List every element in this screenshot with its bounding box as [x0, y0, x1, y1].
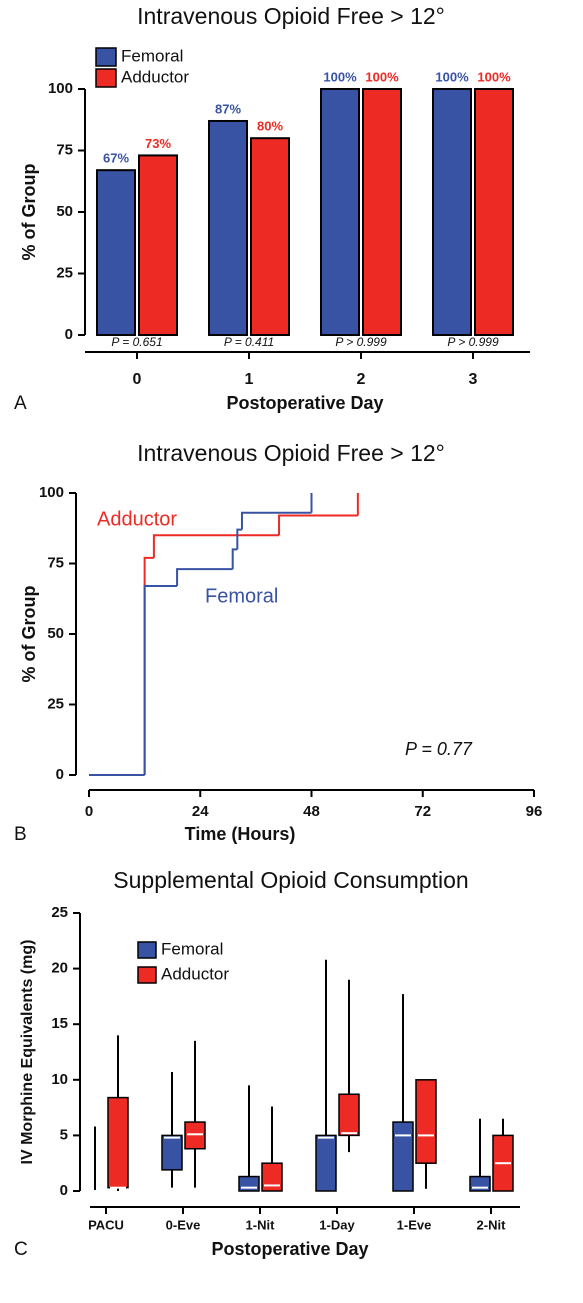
x-tick-label: 2-Nit	[477, 1217, 507, 1232]
x-axis-label: Time (Hours)	[185, 824, 296, 844]
y-tick-label: 5	[60, 1126, 68, 1143]
p-value: P > 0.999	[447, 335, 499, 349]
x-tick-label: 0	[85, 803, 93, 820]
p-value: P > 0.999	[335, 335, 387, 349]
value-label: 73%	[145, 136, 171, 151]
legend-label: Femoral	[121, 46, 183, 65]
legend-swatch	[95, 47, 117, 67]
y-tick-label: 25	[56, 264, 73, 281]
y-tick-label: 50	[56, 203, 73, 220]
bar	[474, 88, 514, 336]
x-tick-label: 1-Day	[319, 1217, 355, 1232]
box	[184, 1121, 206, 1150]
box	[107, 1096, 129, 1189]
x-tick-label: PACU	[88, 1217, 124, 1232]
y-tick-label: 20	[51, 960, 68, 977]
box	[392, 1121, 414, 1192]
box	[415, 1079, 437, 1164]
bar	[432, 88, 472, 336]
chart-title: Intravenous Opioid Free > 12°	[137, 3, 445, 29]
box	[261, 1162, 283, 1192]
step-segment	[152, 534, 280, 558]
box	[238, 1175, 260, 1192]
box	[338, 1093, 360, 1137]
box	[469, 1175, 491, 1192]
y-axis-label: IV Morphine Equivalents (mg)	[19, 940, 36, 1165]
y-tick-label: 25	[51, 904, 68, 921]
bar	[208, 119, 248, 337]
y-axis-label: % of Group	[19, 164, 39, 261]
legend-label: Femoral	[161, 939, 223, 958]
x-axis-label: Postoperative Day	[211, 1239, 368, 1259]
value-label: 100%	[323, 69, 357, 84]
value-label: 67%	[103, 151, 129, 166]
value-label: 100%	[435, 69, 469, 84]
x-tick-label: 3	[469, 371, 478, 388]
legend-label: Adductor	[161, 964, 229, 983]
p-value: P = 0.651	[111, 335, 162, 349]
x-tick-label: 48	[303, 803, 320, 820]
bar	[138, 154, 178, 336]
bar	[320, 88, 360, 336]
value-label: 87%	[215, 101, 241, 116]
chart-title: Supplemental Opioid Consumption	[113, 867, 468, 893]
value-label: 100%	[365, 69, 399, 84]
step-segment	[240, 511, 312, 530]
x-tick-label: 1	[245, 371, 254, 388]
value-label: 80%	[257, 119, 283, 134]
legend-swatch	[137, 941, 157, 959]
x-tick-label: 0	[133, 371, 142, 388]
box	[315, 1134, 337, 1192]
step-segment	[176, 568, 233, 587]
series-label: Adductor	[97, 508, 177, 530]
x-axis-label: Postoperative Day	[226, 393, 383, 413]
panel-label: C	[14, 1239, 28, 1260]
y-tick-label: 10	[51, 1071, 68, 1088]
x-tick-label: 24	[192, 803, 209, 820]
p-value: P = 0.411	[224, 335, 274, 349]
chart-title: Intravenous Opioid Free > 12°	[137, 440, 445, 466]
bar	[250, 137, 290, 336]
y-axis-label: % of Group	[19, 586, 39, 683]
x-tick-label: 0-Eve	[166, 1217, 201, 1232]
bar	[96, 169, 136, 336]
legend-swatch	[137, 966, 157, 984]
y-tick-label: 75	[56, 141, 73, 158]
y-tick-label: 15	[51, 1015, 68, 1032]
legend-label: Adductor	[121, 67, 189, 86]
value-label: 100%	[477, 69, 511, 84]
y-tick-label: 25	[47, 695, 64, 712]
panel-label: B	[14, 824, 27, 845]
x-tick-label: 96	[526, 803, 543, 820]
step-segment	[236, 528, 242, 550]
legend-swatch	[95, 68, 117, 88]
y-tick-label: 0	[65, 326, 73, 343]
y-tick-label: 0	[56, 766, 64, 783]
bar	[362, 88, 402, 336]
p-value: P = 0.77	[405, 739, 473, 759]
x-tick-label: 1-Nit	[246, 1217, 276, 1232]
box	[161, 1134, 183, 1171]
step-segment	[231, 548, 238, 570]
y-tick-label: 75	[47, 554, 64, 571]
y-tick-label: 100	[48, 80, 73, 97]
step-segment	[143, 585, 178, 775]
y-tick-label: 50	[47, 625, 64, 642]
x-tick-label: 72	[414, 803, 431, 820]
step-segment	[278, 514, 358, 536]
series-label: Femoral	[205, 585, 278, 607]
step-segment	[143, 556, 154, 775]
x-tick-label: 1-Eve	[397, 1217, 432, 1232]
y-tick-label: 0	[60, 1182, 68, 1199]
panel-label: A	[14, 393, 27, 414]
y-tick-label: 100	[39, 484, 64, 501]
x-tick-label: 2	[357, 371, 366, 388]
